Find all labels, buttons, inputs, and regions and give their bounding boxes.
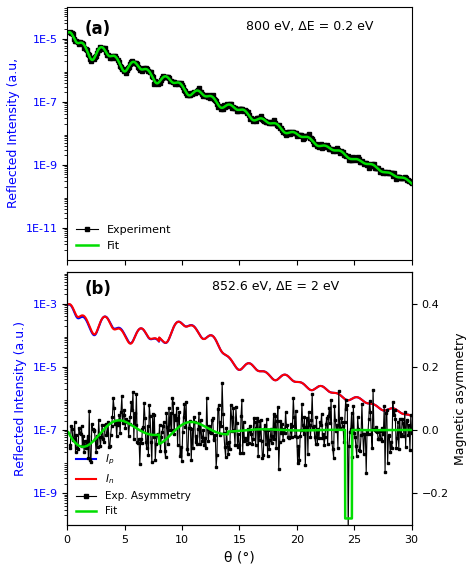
Text: 800 eV, ΔE = 0.2 eV: 800 eV, ΔE = 0.2 eV — [246, 19, 374, 33]
Exp. Asymmetry — [178, 444, 184, 451]
Exp. Asymmetry — [219, 379, 225, 386]
$I_p$ — [83, 316, 89, 323]
Line: $I_n$: $I_n$ — [68, 304, 411, 416]
Text: (a): (a) — [84, 19, 110, 38]
Experiment — [68, 30, 73, 37]
Legend: Experiment, Fit: Experiment, Fit — [73, 222, 175, 254]
Line: Fit: Fit — [68, 420, 411, 518]
$I_n$ — [399, 410, 405, 417]
Experiment — [355, 154, 361, 160]
Exp. Asymmetry — [283, 408, 289, 415]
$I_n$ — [336, 391, 342, 397]
$I_p$ — [66, 301, 72, 308]
Y-axis label: Reflected Intensity (a.u.): Reflected Intensity (a.u.) — [14, 321, 27, 476]
Fit — [336, 427, 342, 433]
Fit — [399, 427, 405, 433]
$I_p$ — [409, 413, 414, 420]
Fit — [409, 180, 414, 187]
$I_p$ — [399, 410, 405, 417]
Fit — [66, 29, 72, 35]
Fit — [83, 45, 89, 52]
Fit — [336, 147, 342, 154]
Y-axis label: Reflected Intensity (a.u,: Reflected Intensity (a.u, — [7, 58, 20, 208]
$I_n$ — [233, 363, 238, 370]
Experiment — [67, 28, 73, 35]
$I_p$ — [336, 391, 342, 397]
$I_n$ — [83, 315, 89, 322]
Line: Exp. Asymmetry: Exp. Asymmetry — [68, 381, 413, 534]
Fit — [224, 431, 229, 438]
Exp. Asymmetry — [409, 429, 414, 436]
Legend: $I_p$, $I_n$, Exp. Asymmetry, Fit: $I_p$, $I_n$, Exp. Asymmetry, Fit — [73, 449, 194, 520]
Experiment — [409, 179, 414, 186]
Line: Experiment: Experiment — [68, 30, 413, 184]
Fit — [233, 106, 238, 112]
$I_p$ — [65, 301, 71, 308]
Fit — [233, 428, 238, 435]
$I_n$ — [409, 413, 414, 420]
Line: $I_p$: $I_p$ — [68, 304, 411, 416]
Line: Fit: Fit — [68, 32, 411, 183]
Y-axis label: Magnetic asymmetry: Magnetic asymmetry — [454, 332, 467, 465]
Fit — [65, 429, 71, 436]
Fit — [399, 427, 405, 433]
$I_p$ — [233, 363, 238, 370]
Exp. Asymmetry — [108, 431, 113, 438]
Text: (b): (b) — [84, 280, 111, 297]
Fit — [65, 29, 71, 36]
Text: 852.6 eV, ΔE = 2 eV: 852.6 eV, ΔE = 2 eV — [212, 280, 339, 293]
$I_n$ — [65, 301, 71, 308]
$I_n$ — [66, 301, 72, 308]
Fit — [399, 174, 404, 181]
$I_p$ — [224, 352, 229, 359]
Exp. Asymmetry — [202, 434, 208, 441]
Fit — [399, 174, 405, 181]
Fit — [342, 515, 348, 522]
$I_n$ — [224, 352, 229, 359]
Exp. Asymmetry — [314, 440, 320, 447]
Fit — [409, 427, 414, 433]
Fit — [224, 102, 229, 109]
Fit — [116, 417, 122, 424]
Exp. Asymmetry — [346, 529, 351, 536]
Experiment — [377, 168, 383, 175]
Exp. Asymmetry — [316, 434, 322, 441]
Experiment — [276, 122, 282, 129]
Exp. Asymmetry — [67, 444, 73, 451]
Experiment — [269, 118, 275, 125]
X-axis label: θ (°): θ (°) — [224, 550, 255, 564]
Experiment — [270, 120, 276, 127]
$I_n$ — [399, 410, 404, 417]
$I_p$ — [399, 410, 404, 417]
Fit — [83, 443, 89, 450]
